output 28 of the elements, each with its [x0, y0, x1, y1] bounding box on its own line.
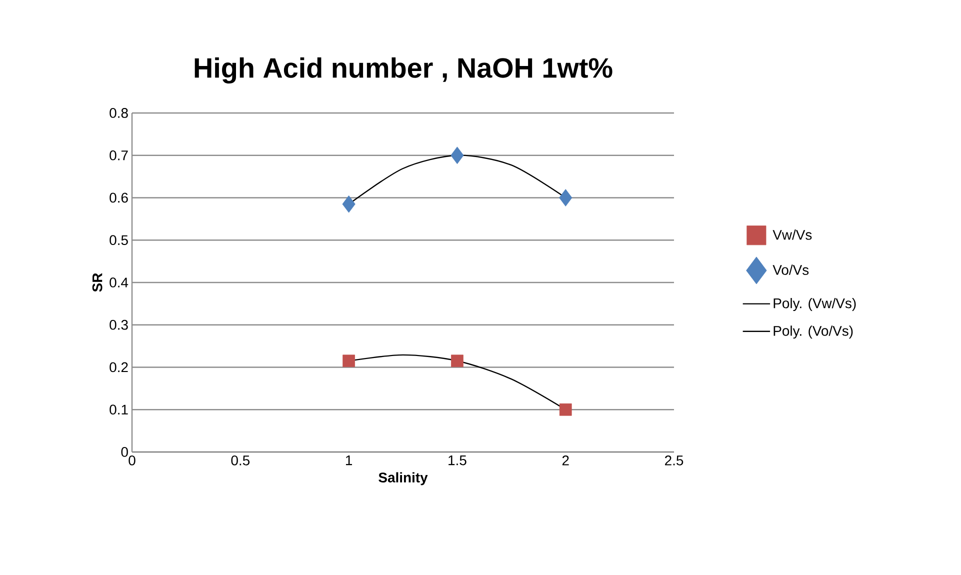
x-tick-label: 2 [562, 455, 569, 466]
y-tick-label: 0.6 [110, 192, 128, 203]
point [342, 354, 355, 368]
point [451, 354, 464, 368]
x-tick-label: 1 [346, 456, 352, 466]
legend-label: Poly. (Vo/Vs) [774, 326, 853, 339]
chart-title: High Acid number , NaOH 1wt% [194, 57, 612, 84]
y-tick-label: 0.5 [110, 235, 128, 246]
y-tick-label: 0.7 [110, 150, 128, 160]
y-axis-title: SR [92, 273, 102, 292]
x-tick-label: 2.5 [665, 455, 684, 466]
point [342, 195, 356, 213]
legend-label: Vo/Vs [772, 264, 809, 275]
y-tick-label: 0 [121, 447, 128, 457]
x-tick-label: 0.5 [231, 455, 250, 466]
legend-label: Poly. (Vw/Vs) [774, 298, 856, 312]
point [559, 189, 572, 206]
y-tick-label: 0.3 [110, 320, 128, 330]
point [450, 146, 464, 164]
legend-label: Vw/Vs [772, 230, 812, 240]
y-tick-label: 0.1 [110, 404, 128, 415]
y-tick-label: 0.4 [110, 278, 128, 288]
y-tick-label: 0.2 [110, 362, 128, 372]
point [559, 403, 572, 416]
x-tick-label: 0 [128, 455, 136, 466]
x-axis-title: Salinity [378, 472, 428, 486]
x-tick-label: 1.5 [448, 456, 466, 466]
y-tick-label: 0.8 [110, 108, 128, 118]
